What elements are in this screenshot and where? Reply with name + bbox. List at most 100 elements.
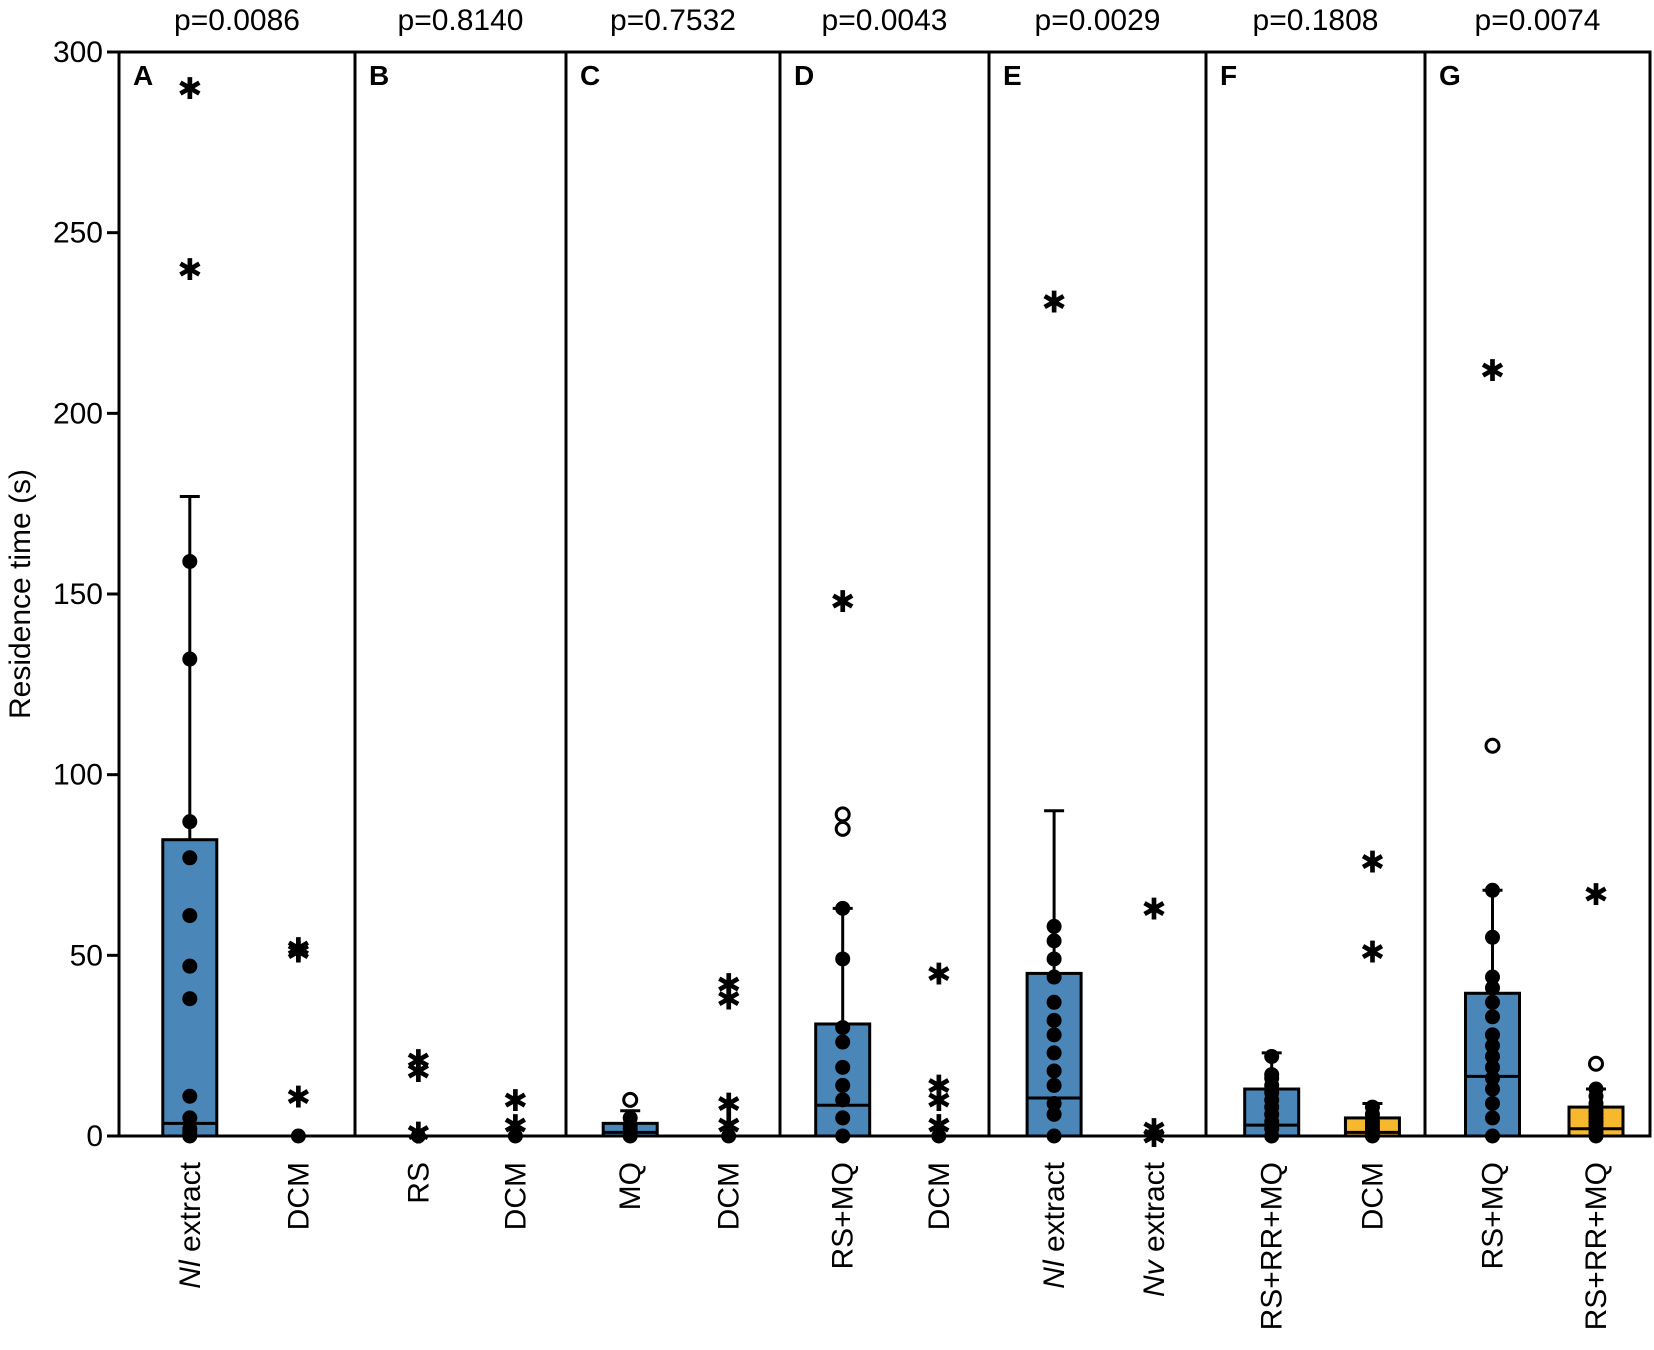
extreme-outlier-marker: ✱ bbox=[1042, 285, 1067, 320]
y-tick-label: 300 bbox=[53, 36, 103, 69]
data-point bbox=[290, 1128, 306, 1144]
data-point bbox=[721, 1128, 737, 1144]
category-label: DCM bbox=[713, 1162, 746, 1230]
data-point bbox=[1485, 1049, 1500, 1065]
outlier-point bbox=[834, 806, 851, 823]
data-point bbox=[931, 1128, 947, 1144]
group-rs-mq: ✱ RS+MQ bbox=[1464, 354, 1521, 1270]
p-value-label: p=0.1808 bbox=[1253, 4, 1379, 37]
y-axis-label: Residence time (s) bbox=[4, 469, 37, 719]
category-label: Nv extract bbox=[1138, 1161, 1171, 1297]
outlier-point bbox=[834, 820, 851, 837]
category-label: MQ bbox=[614, 1162, 647, 1210]
extreme-outlier-marker: ✱ bbox=[286, 1080, 311, 1115]
bar bbox=[161, 838, 219, 1138]
outlier-point bbox=[1588, 1055, 1604, 1072]
data-point bbox=[1485, 1038, 1500, 1054]
category-label: RS+MQ bbox=[1477, 1162, 1510, 1270]
category-label-rest: extract bbox=[1038, 1161, 1071, 1260]
data-point bbox=[1046, 1045, 1062, 1061]
data-point bbox=[182, 1121, 198, 1137]
group-nl-extract: ✱ Nl extract bbox=[1025, 285, 1083, 1289]
category-label: RS bbox=[402, 1162, 435, 1204]
panel-letter: C bbox=[580, 60, 600, 91]
extreme-outlier-marker: ✱ bbox=[406, 1116, 431, 1151]
data-point bbox=[1046, 918, 1062, 934]
data-point bbox=[1046, 1077, 1062, 1093]
data-point bbox=[1046, 1128, 1062, 1144]
data-point bbox=[1046, 951, 1062, 967]
y-tick-label: 200 bbox=[53, 397, 103, 430]
data-point bbox=[1485, 1081, 1500, 1097]
data-point bbox=[182, 1110, 198, 1126]
y-tick-label: 100 bbox=[53, 759, 103, 792]
panel-letter: D bbox=[794, 60, 814, 91]
data-point bbox=[835, 1128, 851, 1144]
extreme-outlier-marker: ✱ bbox=[926, 1069, 951, 1104]
data-point bbox=[507, 1128, 523, 1144]
data-point bbox=[835, 900, 851, 916]
category-label: RS+MQ bbox=[827, 1162, 860, 1270]
data-point bbox=[182, 651, 198, 667]
data-point bbox=[410, 1128, 426, 1144]
data-point bbox=[1046, 1095, 1062, 1111]
category-label: RS+RR+MQ bbox=[1580, 1162, 1613, 1330]
extreme-outlier-marker: ✱ bbox=[1141, 892, 1166, 927]
data-point bbox=[835, 1059, 851, 1075]
extreme-outlier-marker: ✱ bbox=[1583, 878, 1608, 913]
data-point bbox=[1046, 1027, 1062, 1043]
data-point bbox=[1046, 1012, 1062, 1028]
p-value-label: p=0.0043 bbox=[822, 4, 948, 37]
p-value-label: p=0.7532 bbox=[610, 4, 736, 37]
extreme-outlier-marker: ✱ bbox=[716, 983, 741, 1018]
p-value-label: p=0.0074 bbox=[1475, 4, 1601, 37]
extreme-outlier-marker: ✱ bbox=[926, 1084, 951, 1119]
extreme-outlier-marker: ✱ bbox=[177, 72, 202, 107]
data-point bbox=[1485, 882, 1500, 898]
y-tick-label: 50 bbox=[70, 939, 103, 972]
data-point bbox=[182, 991, 198, 1007]
y-tick-label: 150 bbox=[53, 578, 103, 611]
extreme-outlier-marker: ✱ bbox=[716, 1087, 741, 1122]
data-point bbox=[1485, 1128, 1500, 1144]
data-point bbox=[182, 1088, 198, 1104]
category-label: DCM bbox=[282, 1162, 315, 1230]
extreme-outlier-marker: ✱ bbox=[503, 1084, 528, 1119]
category-label-italic: Nl bbox=[1038, 1259, 1071, 1289]
panel-letter: B bbox=[369, 60, 389, 91]
data-point bbox=[1485, 929, 1500, 945]
extreme-outlier-marker: ✱ bbox=[503, 1109, 528, 1144]
extreme-outlier-marker: ✱ bbox=[926, 1109, 951, 1144]
data-point bbox=[622, 1110, 638, 1126]
extreme-outlier-marker: ✱ bbox=[830, 585, 855, 620]
data-point bbox=[835, 951, 851, 967]
extreme-outlier-marker: ✱ bbox=[716, 968, 741, 1003]
group-dcm: ✱✱✱DCM bbox=[282, 932, 315, 1230]
panel-g: p=0.0074 G ✱ RS+MQ ✱ RS+RR+MQ bbox=[1439, 4, 1625, 1330]
category-label: Nl extract bbox=[174, 1161, 207, 1288]
y-tick-label: 0 bbox=[86, 1120, 103, 1153]
extreme-outlier-marker: ✱ bbox=[286, 936, 311, 971]
panel-letter: G bbox=[1439, 60, 1461, 91]
outlier-point bbox=[1484, 737, 1501, 754]
data-point bbox=[1264, 1049, 1280, 1065]
data-point bbox=[1046, 933, 1062, 949]
extreme-outlier-marker: ✱ bbox=[716, 1109, 741, 1144]
data-point bbox=[835, 1020, 851, 1036]
data-point bbox=[182, 850, 198, 866]
category-label: DCM bbox=[923, 1162, 956, 1230]
panel-f: p=0.1808 F RS+RR+MQ ✱ ✱ DCM bbox=[1220, 4, 1401, 1330]
data-point bbox=[835, 1034, 851, 1050]
extreme-outlier-marker: ✱ bbox=[177, 253, 202, 288]
group-dcm: ✱✱✱✱DCM bbox=[713, 968, 746, 1230]
data-point bbox=[1046, 1106, 1062, 1122]
extreme-outlier-marker: ✱ bbox=[406, 1055, 431, 1090]
extreme-outlier-marker: ✱ bbox=[286, 932, 311, 967]
data-point bbox=[182, 814, 198, 830]
data-point bbox=[835, 1092, 851, 1108]
group-mq: MQ bbox=[601, 1091, 659, 1210]
data-point bbox=[1588, 1081, 1604, 1097]
extreme-outlier-marker: ✱ bbox=[1141, 1113, 1166, 1148]
